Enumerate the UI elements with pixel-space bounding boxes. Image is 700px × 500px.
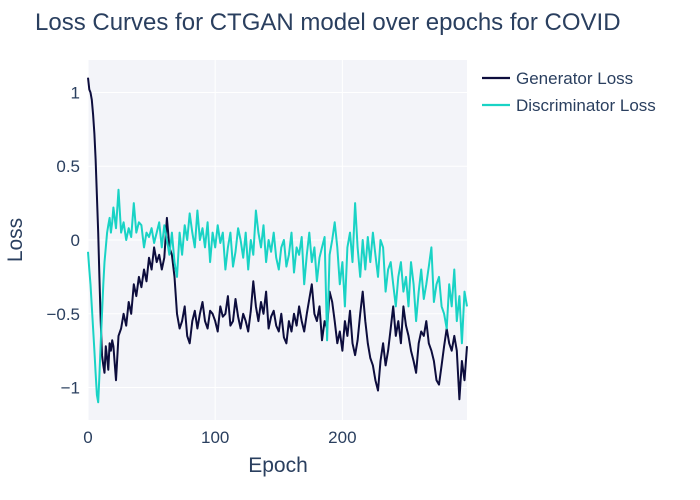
legend-label-generator: Generator Loss bbox=[516, 69, 633, 88]
series-lines bbox=[87, 77, 468, 404]
y-gridlines bbox=[88, 91, 467, 389]
legend[interactable]: Generator Loss Discriminator Loss bbox=[482, 69, 656, 115]
y-axis-tick-labels: 1 0.5 0 −0.5 −1 bbox=[46, 83, 80, 397]
y-tick-label: 0.5 bbox=[56, 157, 80, 176]
discriminator-loss-line bbox=[87, 188, 468, 404]
y-tick-label: −0.5 bbox=[46, 305, 80, 324]
x-tick-label: 100 bbox=[201, 428, 229, 447]
x-tick-label: 0 bbox=[83, 428, 92, 447]
y-axis-title: Loss bbox=[4, 218, 27, 262]
legend-label-discriminator: Discriminator Loss bbox=[516, 96, 656, 115]
x-axis-tick-labels: 0 100 200 bbox=[83, 428, 356, 447]
y-tick-label: −1 bbox=[61, 379, 80, 398]
x-tick-label: 200 bbox=[328, 428, 356, 447]
y-tick-label: 1 bbox=[71, 83, 80, 102]
chart-title: Loss Curves for CTGAN model over epochs … bbox=[35, 9, 621, 36]
generator-loss-line bbox=[87, 77, 468, 401]
y-tick-label: 0 bbox=[71, 231, 80, 250]
x-axis-title: Epoch bbox=[248, 454, 308, 477]
